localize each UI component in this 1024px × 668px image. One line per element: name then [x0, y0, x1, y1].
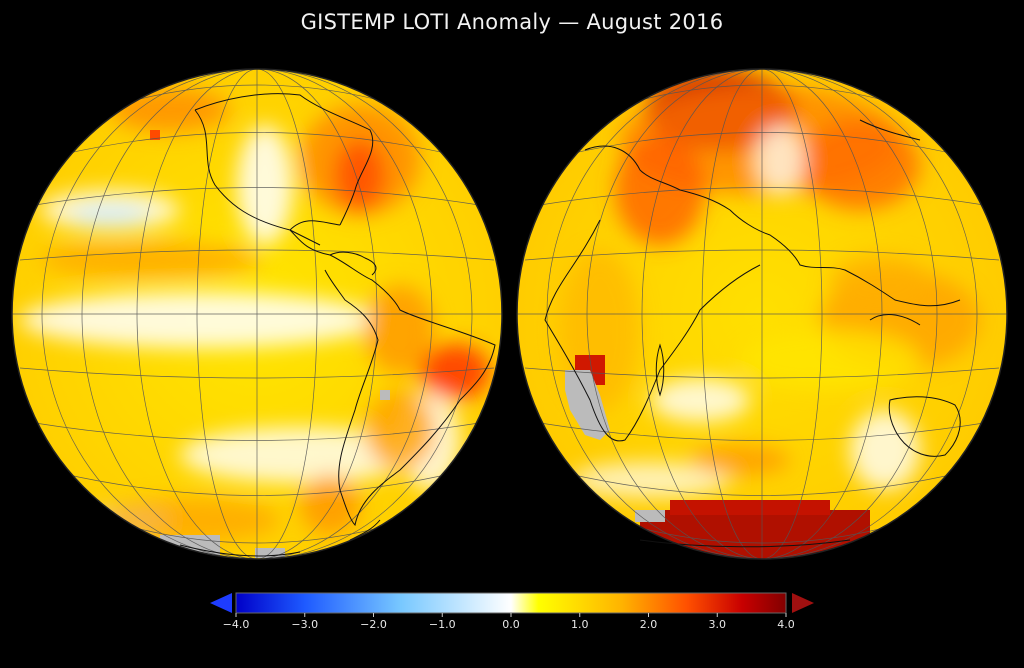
colorbar-gradient [235, 592, 787, 614]
colorbar-tick-label: −4.0 [222, 618, 250, 631]
colorbar-over-arrow [792, 593, 814, 613]
globe-western [11, 68, 503, 560]
colorbar [210, 592, 814, 617]
colorbar-tick-label: 0.0 [502, 618, 520, 631]
colorbar-tick-label: −1.0 [428, 618, 456, 631]
graticule-western [12, 69, 502, 559]
globe-eastern [516, 68, 1008, 560]
coastlines-western [179, 93, 496, 557]
colorbar-under-arrow [210, 593, 232, 613]
colorbar-tick-label: 2.0 [639, 618, 658, 631]
coastlines-eastern [544, 119, 961, 548]
colorbar-tick-label: 3.0 [708, 618, 727, 631]
colorbar-tick-label: −2.0 [360, 618, 387, 631]
colorbar-tick-label: 4.0 [777, 618, 795, 631]
anomaly-field-western [20, 88, 490, 558]
colorbar-tick-label: −3.0 [291, 618, 319, 631]
colorbar-tick-label: 1.0 [571, 618, 589, 631]
map-title: GISTEMP LOTI Anomaly — August 2016 [300, 10, 724, 34]
colorbar-ticks [235, 613, 787, 617]
